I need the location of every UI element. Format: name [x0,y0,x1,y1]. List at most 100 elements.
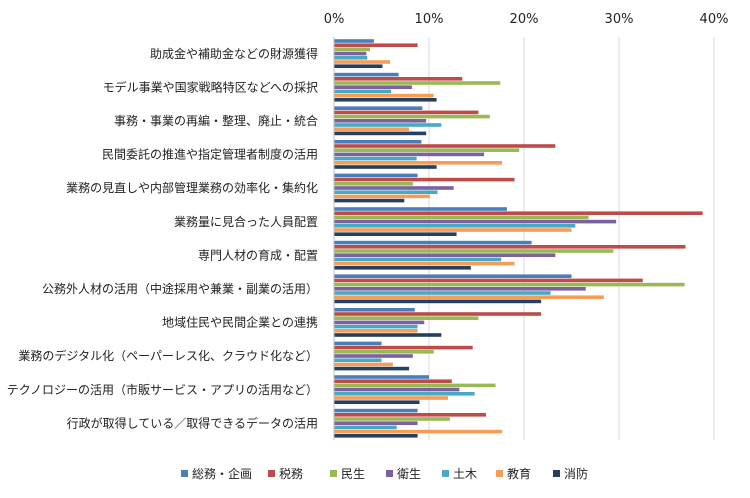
bar [334,308,415,312]
bar [334,295,604,299]
bar [334,43,418,47]
bar [334,345,473,350]
bar [334,396,448,400]
bar [334,198,405,203]
bar [334,89,391,94]
category-label: 業務量に見合った人員配置 [174,214,318,229]
bar [334,98,437,102]
bar [334,425,397,430]
category-label: 地域住民や民間企業との連携 [162,315,318,330]
category-label: 公務外人材の活用（中途採用や兼業・副業の活用） [42,281,318,296]
bar [334,329,418,333]
bars [334,39,703,438]
bar [334,274,572,278]
bar [334,266,471,270]
bar [334,245,686,249]
legend-label: 消防 [564,466,588,481]
bar [334,156,417,161]
legend-swatch [181,470,188,477]
bar [334,362,393,367]
bar [334,354,413,358]
category-label: 行政が取得している／取得できるデータの活用 [67,415,318,430]
x-tick-label: 10% [415,12,444,27]
bar [334,131,427,136]
bar [334,77,463,81]
grid-lines [428,37,715,441]
bar [334,350,434,354]
bar [334,291,551,295]
bar [334,282,685,287]
x-axis-ticks: 0% 10% 20% 30% 40% [324,12,729,27]
bar [334,72,399,77]
bar [334,287,586,291]
bar [334,413,486,417]
category-labels: 助成金や補助金などの財源獲得モデル事業や国家戦略特区などへの採択事務・事業の再編… [7,46,318,431]
bar [334,144,556,148]
category-label: 業務のデジタル化（ペーパーレス化、クラウド化など） [18,348,318,363]
bar [334,375,429,379]
legend-label: 民生 [341,467,365,481]
bar [334,194,430,199]
bar [334,299,542,304]
bar [334,207,507,211]
category-label: 民間委託の推進や指定管理者制度の活用 [102,147,318,162]
bar [334,316,479,320]
bar [334,114,490,119]
bar [334,93,434,98]
bar [334,383,496,388]
legend-label: 税務 [279,467,303,481]
bar [334,56,368,60]
bar [334,152,485,157]
bar [334,119,427,123]
category-label: モデル事業や国家戦略特区などへの採択 [103,79,318,94]
legend: 総務・企画 税務 民生 衛生 土木 教育 消防 [181,466,588,481]
bar [334,253,556,257]
bar [334,341,382,346]
bar [334,211,703,215]
bar [334,85,412,89]
bar [334,123,442,127]
bar [334,278,643,283]
bar [334,249,614,253]
bar [334,60,391,64]
bar [334,148,520,152]
bar [334,434,418,438]
x-tick-label: 20% [510,12,539,27]
bar [334,140,422,144]
x-tick-label: 30% [605,12,634,27]
bar [334,215,589,220]
bar [334,81,501,85]
category-label: 助成金や補助金などの財源獲得 [150,46,318,61]
bar [334,165,437,169]
bar [334,400,420,404]
bar [334,417,450,421]
bar [334,379,452,383]
bar [334,421,418,425]
bar [334,47,371,52]
bar [334,387,460,392]
category-label: 専門人材の育成・配置 [198,247,318,262]
bar [334,320,425,325]
legend-swatch [268,470,275,477]
bar [334,161,503,165]
bar [334,366,410,371]
bar [334,224,576,228]
bar [334,392,475,396]
bar [334,240,532,245]
bar [334,186,454,190]
legend-swatch [386,470,393,477]
legend-swatch [553,470,560,477]
bar [334,324,418,329]
legend-label: 教育 [507,466,531,481]
bar [334,429,503,434]
bar [334,110,479,115]
bar [334,127,410,131]
bar [334,408,418,413]
legend-label: 衛生 [397,467,421,481]
bar [334,173,418,178]
legend-swatch [330,470,337,477]
bar [334,261,515,266]
bar [334,182,413,186]
bar [334,51,367,56]
bar [334,64,383,68]
